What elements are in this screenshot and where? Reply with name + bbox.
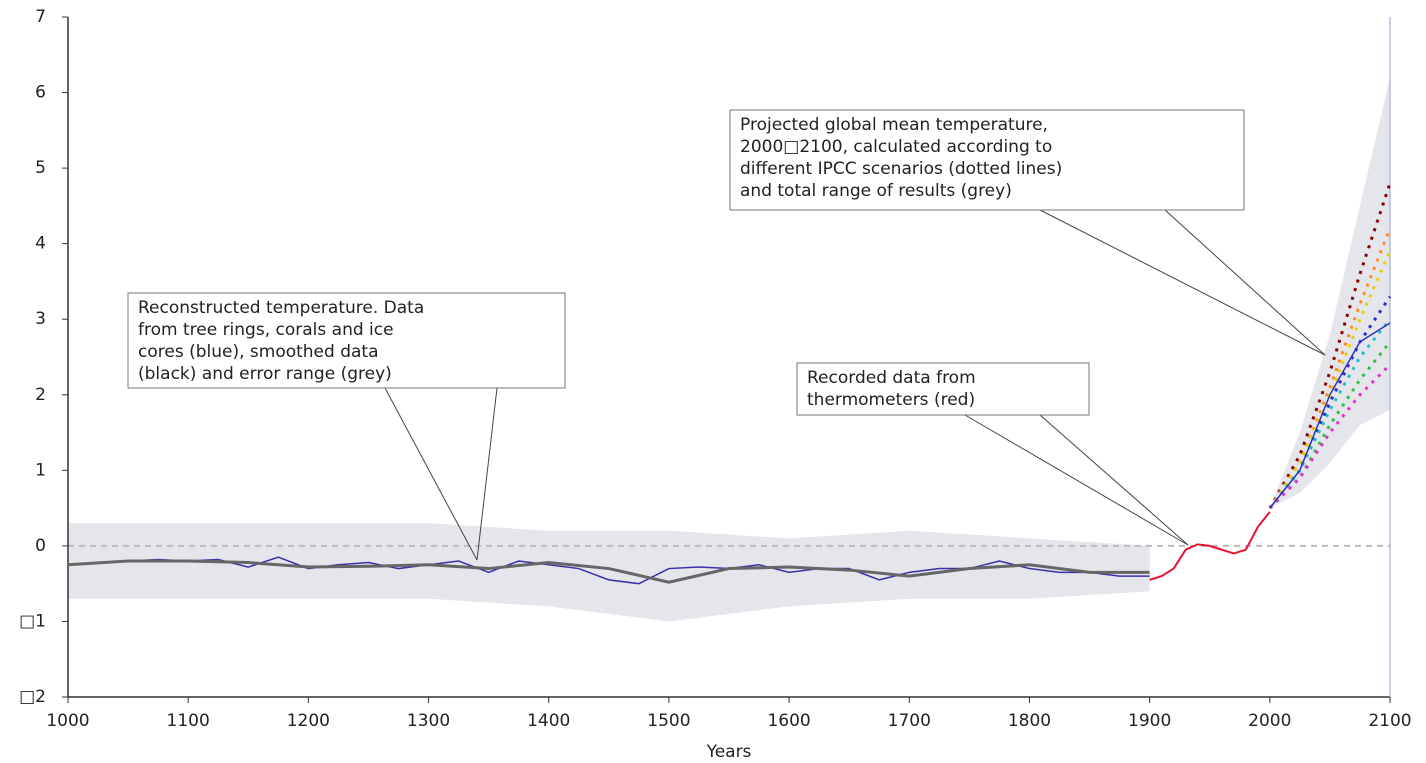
x-tick-label: 1500 xyxy=(647,711,690,731)
x-tick-label: 1000 xyxy=(46,711,89,731)
annotation-text: thermometers (red) xyxy=(807,390,975,410)
y-tick-label: 6 xyxy=(35,83,46,103)
annotation-leader xyxy=(384,387,478,561)
x-tick-label: 1800 xyxy=(1008,711,1051,731)
error-range xyxy=(1269,77,1390,509)
x-tick-label: 1900 xyxy=(1128,711,1171,731)
y-tick-label: 3 xyxy=(35,309,46,329)
annotation-text: (black) and error range (grey) xyxy=(138,364,392,384)
series-line xyxy=(1268,363,1392,510)
annotation-text: cores (blue), smoothed data xyxy=(138,342,379,362)
y-tick-label: 0 xyxy=(35,536,46,556)
annotation-leader xyxy=(964,414,1189,546)
annotation-box xyxy=(729,109,1245,211)
y-tick-label: 7 xyxy=(35,7,46,27)
y-tick-label: 5 xyxy=(35,158,46,178)
annotation-text: and total range of results (grey) xyxy=(740,181,1012,201)
series-line xyxy=(67,559,1150,584)
y-tick-label: □1 xyxy=(19,611,46,631)
annotation-leader xyxy=(1164,209,1326,356)
x-tick-label: 1200 xyxy=(287,711,330,731)
annotation-text: different IPCC scenarios (dotted lines) xyxy=(740,159,1062,179)
annotation-text: Reconstructed temperature. Data xyxy=(138,298,424,318)
annotation-leader xyxy=(476,387,498,561)
annotation-text: 2000□2100, calculated according to xyxy=(740,137,1052,157)
error-range xyxy=(68,523,1150,622)
annotation-text: from tree rings, corals and ice xyxy=(138,320,394,340)
x-tick-label: 1400 xyxy=(527,711,570,731)
series-line xyxy=(1149,511,1271,581)
series-line xyxy=(1268,295,1392,510)
x-tick-label: 2100 xyxy=(1368,711,1411,731)
x-tick-label: 1300 xyxy=(407,711,450,731)
annotation-text: Recorded data from xyxy=(807,368,976,388)
y-tick-label: □2 xyxy=(19,687,46,707)
x-tick-label: 1700 xyxy=(888,711,931,731)
annotation-box xyxy=(796,362,1090,416)
x-tick-label: 1600 xyxy=(767,711,810,731)
series-line xyxy=(1269,322,1391,509)
annotation-text: Projected global mean temperature, xyxy=(740,115,1048,135)
y-tick-label: 2 xyxy=(35,385,46,405)
y-tick-label: 1 xyxy=(35,460,46,480)
annotation-leader xyxy=(1039,209,1326,356)
x-tick-label: 2000 xyxy=(1248,711,1291,731)
x-tick-label: 1100 xyxy=(167,711,210,731)
x-axis-title: Years xyxy=(706,742,752,762)
annotation-box xyxy=(127,292,566,389)
y-tick-label: 4 xyxy=(35,234,46,254)
annotation-leader xyxy=(1039,414,1189,546)
